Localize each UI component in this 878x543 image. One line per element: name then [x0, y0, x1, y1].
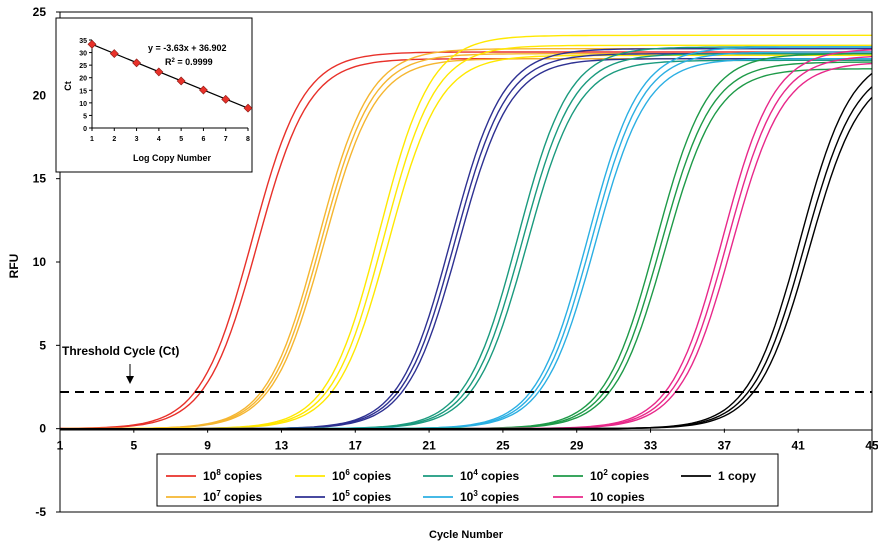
x-tick-label: 21: [422, 439, 436, 453]
inset-x-tick-label: 5: [179, 136, 183, 143]
legend-label: 108 copies: [203, 468, 262, 483]
inset-x-tick-label: 1: [90, 136, 94, 143]
inset-y-tick-label: 10: [79, 101, 87, 108]
y-tick-label: 20: [33, 88, 47, 102]
inset-y-tick-label: 15: [79, 88, 87, 95]
standard-point: [154, 67, 164, 77]
x-tick-label: 41: [792, 439, 806, 453]
x-tick-label: 25: [496, 439, 510, 453]
standard-point: [221, 94, 231, 104]
y-tick-label: 0: [39, 422, 46, 436]
inset-y-tick-label: 30: [79, 51, 87, 58]
x-tick-label: 5: [130, 439, 137, 453]
inset-x-tick-label: 7: [224, 136, 228, 143]
inset-x-tick-label: 2: [112, 136, 116, 143]
legend-label: 1 copy: [718, 469, 756, 483]
legend-box: [156, 453, 779, 507]
inset-y-tick-label: 35: [79, 38, 87, 45]
standard-point: [199, 85, 208, 95]
inset-y-tick-label: 20: [79, 76, 87, 83]
legend-label: 107 copies: [203, 489, 262, 504]
inset-x-title: Log Copy Number: [133, 153, 211, 163]
standard-point: [243, 103, 253, 113]
inset-y-tick-label: 0: [83, 126, 87, 133]
y-tick-label: 10: [33, 255, 47, 269]
y-tick-label: -5: [35, 505, 46, 519]
threshold-arrow: [126, 364, 134, 384]
standard-point: [132, 58, 141, 68]
x-tick-label: 17: [349, 439, 363, 453]
standard-points: [87, 39, 253, 113]
fit-line: [91, 43, 249, 109]
standard-point: [176, 76, 186, 86]
y-tick-label: 25: [33, 5, 47, 19]
standard-point: [87, 39, 97, 49]
amplification-curves: [59, 34, 873, 430]
legend-label: 103 copies: [460, 489, 519, 504]
x-tick-label: 45: [865, 439, 878, 453]
legend-label: 105 copies: [332, 489, 391, 504]
legend-label: 10 copies: [590, 490, 645, 504]
inset-x-tick-label: 4: [157, 136, 161, 143]
inset-y-title: Ct: [63, 81, 73, 91]
inset-x-tick-label: 3: [135, 136, 139, 143]
inset-y-tick-label: 25: [79, 63, 87, 70]
legend-label: 106 copies: [332, 468, 391, 483]
x-tick-label: 37: [718, 439, 732, 453]
standard-curve-inset: 0 5 10 15 20 25 30 35 1 2 3 4 5 6 7 8 Ct Log Copy Numbe…: [55, 17, 253, 173]
x-tick-label: 33: [644, 439, 658, 453]
y-tick-label: 5: [39, 338, 46, 352]
x-tick-label: 1: [57, 439, 64, 453]
legend-label: 104 copies: [460, 468, 519, 483]
x-tick-label: 9: [204, 439, 211, 453]
x-axis-title: Cycle Number: [429, 529, 504, 541]
legend: 108 copies 107 copies 106 copies 105 copies…: [156, 453, 779, 507]
inset-x-tick-label: 6: [201, 136, 205, 143]
curve-series-8-rep-2: [60, 96, 873, 430]
y-axis-title: RFU: [7, 254, 21, 279]
standard-point: [109, 49, 119, 59]
y-tick-label: 15: [33, 172, 47, 186]
inset-x-tick-label: 8: [246, 136, 250, 143]
r-squared: R2 = 0.9999: [165, 57, 213, 67]
x-tick-label: 29: [570, 439, 584, 453]
threshold-label: Threshold Cycle (Ct): [62, 344, 179, 358]
x-tick-label: 13: [275, 439, 289, 453]
regression-equation: y = -3.63x + 36.902: [148, 43, 227, 53]
inset-y-tick-label: 5: [83, 113, 87, 120]
legend-label: 102 copies: [590, 468, 649, 483]
